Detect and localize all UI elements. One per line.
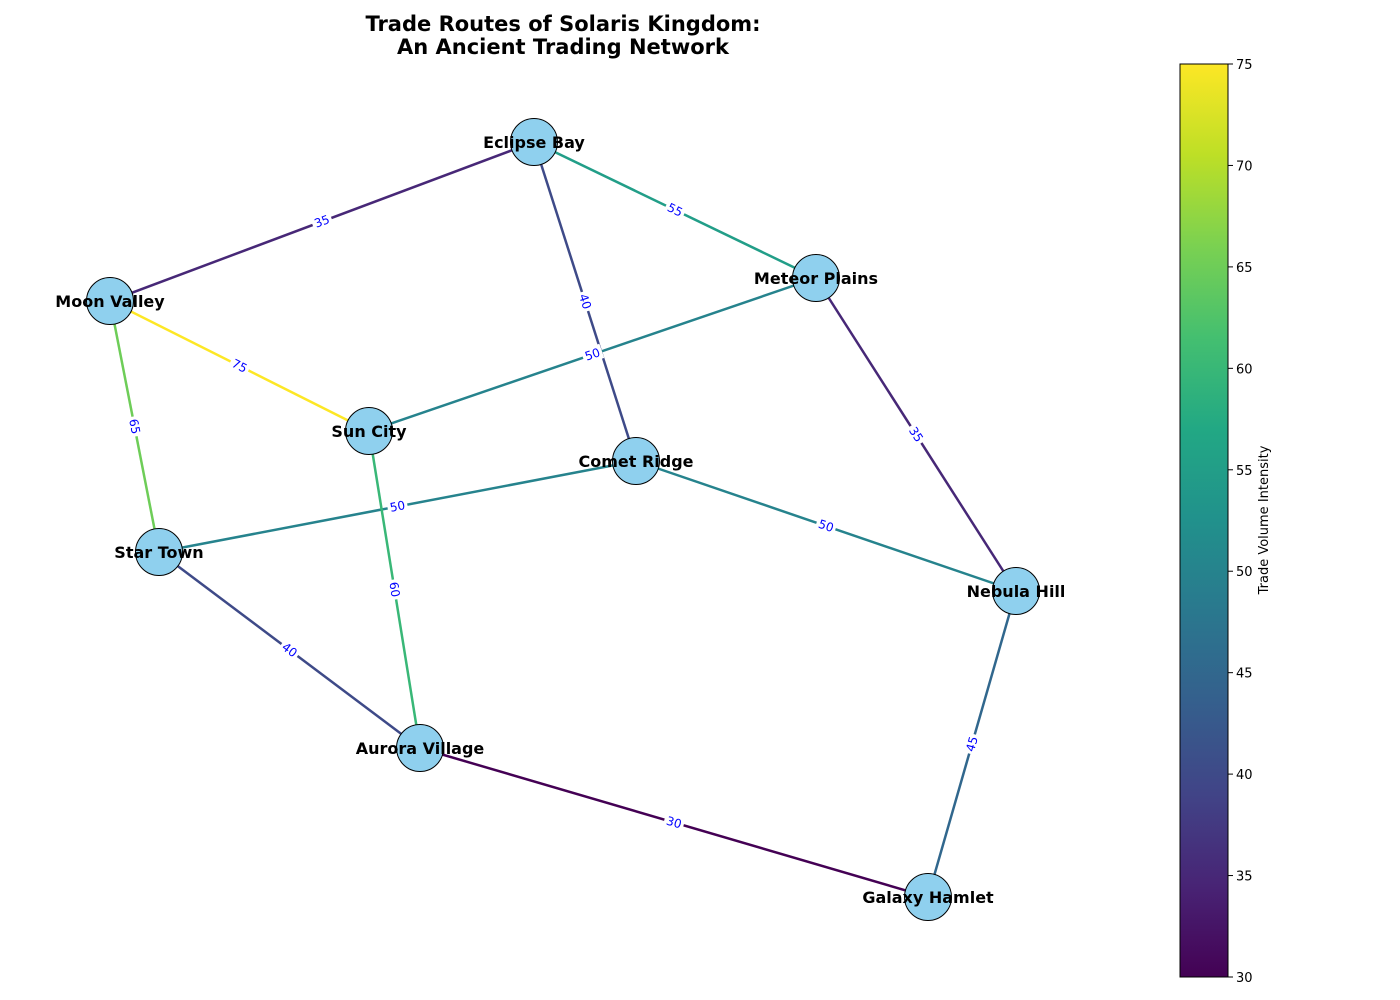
edge-value: 50	[389, 498, 407, 515]
colorbar-tick-label: 75	[1236, 58, 1253, 73]
node-moon	[86, 277, 134, 325]
edge-label-eclipse-meteor: 55	[662, 198, 688, 221]
edge-label-meteor-nebula: 35	[904, 421, 929, 447]
edge-label-eclipse-comet: 40	[575, 289, 596, 314]
title-line-1: Trade Routes of Solaris Kingdom:	[365, 12, 760, 36]
title-line-2: An Ancient Trading Network	[397, 35, 730, 59]
edge-label-background	[386, 578, 404, 601]
edge-label-comet-nebula: 50	[814, 515, 839, 536]
edge-label-star-comet: 50	[386, 496, 409, 516]
edge-label-nebula-galaxy: 45	[961, 732, 982, 756]
edge-label-background	[386, 496, 409, 516]
colorbar-gradient	[1179, 63, 1229, 978]
node-sun	[345, 407, 393, 455]
node-label-moon: Moon Valley	[55, 292, 165, 311]
edge-label-sun-aurora: 60	[386, 578, 404, 601]
colorbar-tick-label: 35	[1236, 870, 1253, 885]
colorbar-tick-label: 40	[1236, 768, 1253, 783]
colorbar-label: Trade Volume Intensity	[1257, 445, 1272, 595]
edge-label-moon-eclipse: 35	[309, 210, 334, 232]
edge-label-aurora-galaxy: 30	[662, 812, 686, 833]
node-label-star: Star Town	[114, 543, 203, 562]
edge-label-layer: 35 55 40 75 65 50 35 50 50 60 40 30 45	[125, 198, 982, 833]
node-meteor	[792, 254, 840, 302]
node-label-aurora: Aurora Village	[356, 739, 485, 758]
edge-label-background	[227, 354, 253, 377]
edge-label-background	[580, 343, 605, 365]
colorbar-tick-label: 70	[1236, 159, 1253, 174]
edge-value: 30	[665, 814, 684, 832]
edge-label-background	[309, 210, 334, 232]
node-label-comet: Comet Ridge	[578, 452, 693, 471]
edge-value: 35	[906, 424, 926, 444]
colorbar-tick-label: 45	[1236, 667, 1253, 682]
node-galaxy	[904, 873, 952, 921]
edge-label-background	[575, 289, 596, 314]
edge-label-background	[662, 812, 686, 833]
colorbar-tick-label: 55	[1236, 464, 1253, 479]
node-star	[135, 528, 183, 576]
edge-value: 40	[576, 292, 594, 311]
edge-label-background	[125, 415, 145, 438]
edge-value: 55	[665, 200, 685, 219]
node-eclipse	[510, 118, 558, 166]
node-label-sun: Sun City	[331, 422, 407, 441]
node-aurora	[396, 724, 444, 772]
edge-label-sun-meteor: 50	[580, 343, 605, 365]
edge-value: 35	[312, 212, 331, 230]
edge-label-background	[662, 198, 688, 221]
node-label-meteor: Meteor Plains	[754, 269, 878, 288]
edge-label-moon-star: 65	[125, 415, 145, 438]
node-label-galaxy: Galaxy Hamlet	[862, 888, 994, 907]
edge-value: 40	[279, 640, 300, 660]
edge-value: 45	[963, 735, 981, 754]
edge-label-background	[814, 515, 839, 536]
colorbar-tick-label: 65	[1236, 261, 1253, 276]
edge-label-background	[904, 421, 929, 447]
colorbar-tick-label: 50	[1236, 565, 1253, 580]
colorbar-ticks: 30 35 40 45 50 55 60 65 70 75	[1228, 58, 1253, 986]
edge-label-background	[277, 637, 303, 662]
edge-value: 60	[386, 581, 402, 598]
node-layer: Eclipse Bay Meteor Plains Moon Valley Sun C…	[55, 118, 1066, 921]
title: Trade Routes of Solaris Kingdom: An Anci…	[365, 12, 760, 59]
node-label-eclipse: Eclipse Bay	[483, 133, 585, 152]
edge-value: 65	[126, 418, 143, 436]
edge-value: 50	[583, 345, 602, 363]
node-label-nebula: Nebula Hill	[967, 582, 1066, 601]
edge-value: 50	[817, 517, 836, 535]
colorbar-tick-label: 30	[1236, 971, 1253, 986]
edge-label-background	[961, 732, 982, 756]
edge-label-moon-sun: 75	[227, 354, 253, 377]
colorbar-tick-label: 60	[1236, 362, 1253, 377]
node-nebula	[992, 567, 1040, 615]
colorbar: 30 35 40 45 50 55 60 65 70 75 Trade Volume Intens…	[1179, 58, 1272, 986]
edge-value: 75	[230, 356, 250, 375]
edge-layer	[108, 140, 1018, 899]
node-comet	[612, 437, 660, 485]
